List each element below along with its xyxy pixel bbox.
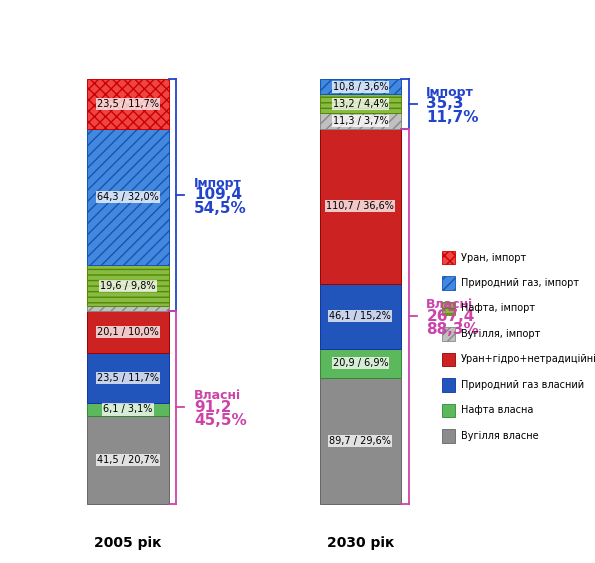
Text: 23,5 / 11,7%: 23,5 / 11,7% — [97, 99, 159, 109]
Bar — [320, 79, 401, 95]
Text: 10,8 / 3,6%: 10,8 / 3,6% — [333, 82, 388, 92]
Text: Власні: Власні — [426, 298, 474, 311]
Text: 46,1 / 15,2%: 46,1 / 15,2% — [330, 311, 392, 321]
Bar — [87, 353, 169, 403]
Text: 35,3: 35,3 — [426, 96, 464, 111]
Bar — [87, 416, 169, 504]
Text: 23,5 / 11,7%: 23,5 / 11,7% — [97, 373, 159, 383]
Bar — [441, 352, 455, 366]
Bar — [441, 302, 455, 315]
Bar — [87, 403, 169, 416]
Bar — [87, 306, 169, 311]
Bar — [320, 95, 401, 113]
Text: 13,2 / 4,4%: 13,2 / 4,4% — [333, 99, 389, 109]
Text: Вугілля, імпорт: Вугілля, імпорт — [461, 329, 540, 339]
Text: 54,5%: 54,5% — [194, 201, 247, 216]
Bar — [320, 348, 401, 378]
Text: 20,9 / 6,9%: 20,9 / 6,9% — [333, 358, 389, 368]
Bar — [320, 129, 401, 284]
Text: Природний газ, імпорт: Природний газ, імпорт — [461, 278, 580, 288]
Text: Уран, імпорт: Уран, імпорт — [461, 252, 527, 262]
Text: 64,3 / 32,0%: 64,3 / 32,0% — [97, 192, 159, 202]
Text: Уран+гідро+нетрадиційні: Уран+гідро+нетрадиційні — [461, 354, 595, 364]
Bar — [320, 113, 401, 129]
Bar — [441, 429, 455, 443]
Text: Природний газ власний: Природний газ власний — [461, 380, 584, 390]
Text: 6,1 / 3,1%: 6,1 / 3,1% — [104, 404, 153, 414]
Text: 89,7 / 29,6%: 89,7 / 29,6% — [330, 436, 392, 446]
Text: Власні: Власні — [194, 389, 241, 402]
Bar — [441, 251, 455, 264]
Text: 19,6 / 9,8%: 19,6 / 9,8% — [101, 281, 156, 291]
Text: 91,2: 91,2 — [194, 400, 231, 415]
Bar — [87, 265, 169, 306]
Text: Імпорт: Імпорт — [426, 86, 474, 99]
Text: 11,3 / 3,7%: 11,3 / 3,7% — [333, 116, 389, 126]
Bar — [320, 378, 401, 504]
Text: Нафта власна: Нафта власна — [461, 405, 534, 415]
Bar — [441, 378, 455, 392]
Bar — [441, 327, 455, 341]
Text: 110,7 / 36,6%: 110,7 / 36,6% — [327, 202, 394, 211]
Text: 267,4: 267,4 — [426, 309, 475, 324]
Bar — [441, 276, 455, 290]
Text: 88,3%: 88,3% — [426, 322, 479, 337]
Text: 20,1 / 10,0%: 20,1 / 10,0% — [97, 327, 159, 337]
Bar — [441, 404, 455, 417]
Text: 109,4: 109,4 — [194, 187, 242, 203]
Bar — [87, 129, 169, 265]
Bar — [320, 284, 401, 348]
Bar — [87, 79, 169, 129]
Bar — [87, 311, 169, 353]
Text: Імпорт: Імпорт — [194, 177, 242, 190]
Text: 41,5 / 20,7%: 41,5 / 20,7% — [97, 455, 159, 465]
Text: Нафта, імпорт: Нафта, імпорт — [461, 303, 536, 314]
Text: 45,5%: 45,5% — [194, 413, 247, 428]
Text: 11,7%: 11,7% — [426, 110, 479, 125]
Text: Вугілля власне: Вугілля власне — [461, 431, 538, 441]
